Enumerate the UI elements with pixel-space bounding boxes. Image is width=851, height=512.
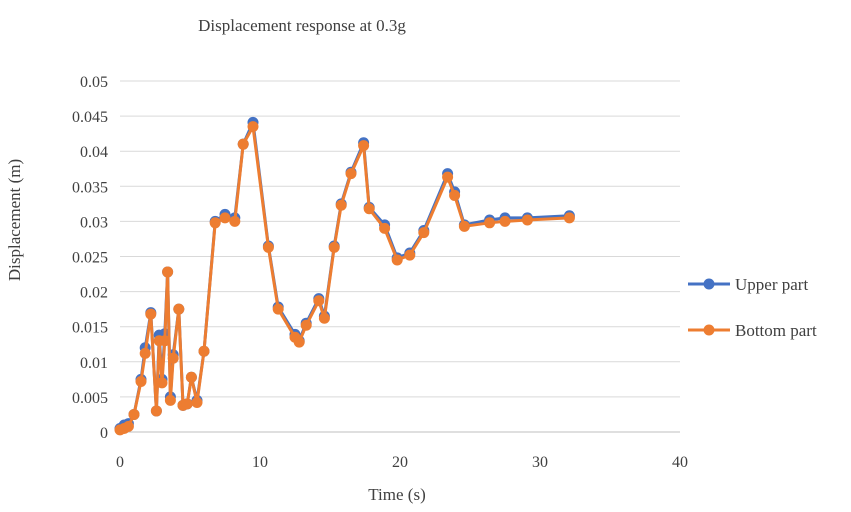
data-point <box>335 199 347 211</box>
data-point <box>404 249 416 261</box>
data-point <box>363 203 375 215</box>
data-point <box>391 254 403 266</box>
series-line <box>119 120 570 430</box>
data-point <box>300 319 312 331</box>
data-point <box>209 217 221 229</box>
data-point <box>521 214 533 226</box>
data-point <box>159 335 171 347</box>
y-tick-label: 0.01 <box>80 355 108 372</box>
data-point <box>293 336 305 348</box>
data-point <box>237 138 249 150</box>
series-line <box>119 125 570 432</box>
data-point <box>379 222 391 234</box>
data-point <box>191 397 203 409</box>
data-point <box>563 212 575 224</box>
y-tick-label: 0.015 <box>72 320 108 337</box>
y-tick-label: 0.025 <box>72 250 108 267</box>
data-point <box>167 352 179 364</box>
data-point <box>358 140 370 152</box>
x-tick-label: 10 <box>252 454 268 471</box>
data-point <box>328 241 340 253</box>
legend-marker <box>703 278 715 290</box>
y-tick-label: 0.035 <box>72 179 108 196</box>
y-tick-label: 0.005 <box>72 390 108 407</box>
x-tick-label: 30 <box>532 454 548 471</box>
y-axis-title: Displacement (m) <box>5 159 24 281</box>
data-point <box>156 377 168 389</box>
legend-item-bottom-part: Bottom part <box>688 321 817 340</box>
y-tick-label: 0.02 <box>80 285 108 302</box>
data-point <box>219 212 231 224</box>
data-point <box>262 241 274 253</box>
data-point <box>449 189 461 201</box>
data-point <box>345 168 357 180</box>
y-tick-label: 0.05 <box>80 74 108 91</box>
legend-item-upper-part: Upper part <box>688 275 808 294</box>
y-tick-label: 0.045 <box>72 109 108 126</box>
data-point <box>150 405 162 417</box>
data-point <box>128 408 140 420</box>
data-point <box>418 227 430 239</box>
data-point <box>145 308 157 320</box>
data-point <box>442 171 454 183</box>
legend-label: Upper part <box>735 275 808 294</box>
legend: Upper part Bottom part <box>688 275 817 340</box>
data-point <box>185 371 197 383</box>
data-point <box>173 303 185 315</box>
data-point <box>484 217 496 229</box>
x-tick-label: 20 <box>392 454 408 471</box>
data-point <box>313 295 325 307</box>
x-tick-label: 0 <box>116 454 124 471</box>
y-tick-label: 0.03 <box>80 214 108 231</box>
data-point <box>198 345 210 357</box>
y-tick-label: 0 <box>100 425 108 442</box>
data-point <box>162 266 174 278</box>
data-point <box>499 215 511 227</box>
x-tick-label: 40 <box>672 454 688 471</box>
series-bottom-part <box>114 121 575 436</box>
data-point <box>181 398 193 410</box>
data-point <box>122 420 134 432</box>
data-point <box>247 121 259 133</box>
data-point <box>229 215 241 227</box>
data-point <box>272 303 284 315</box>
x-tick-labels: 0 10 20 30 40 <box>116 454 688 471</box>
x-axis-title: Time (s) <box>368 485 425 504</box>
chart-title: Displacement response at 0.3g <box>198 16 406 35</box>
data-point <box>164 394 176 406</box>
data-point <box>139 347 151 359</box>
y-tick-label: 0.04 <box>80 144 108 161</box>
legend-marker <box>703 324 715 336</box>
data-point <box>135 375 147 387</box>
data-point <box>318 312 330 324</box>
y-tick-labels: 0 0.005 0.01 0.015 0.02 0.025 0.03 0.035 0.04 0.0… <box>72 74 108 442</box>
data-point <box>458 220 470 232</box>
legend-label: Bottom part <box>735 321 817 340</box>
plot-area <box>114 116 575 436</box>
